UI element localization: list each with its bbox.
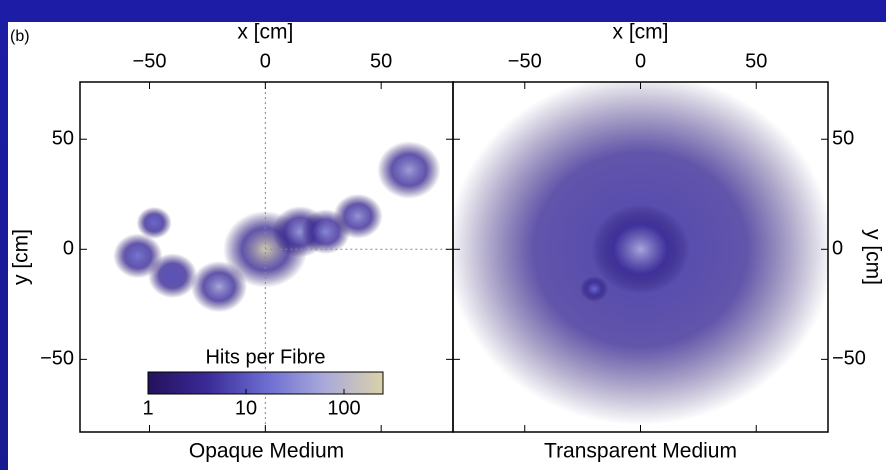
y-axis-label: y [cm] xyxy=(10,229,33,285)
hit-blob xyxy=(136,206,172,239)
hit-blob xyxy=(333,193,383,239)
hit-blob xyxy=(591,204,690,295)
y-tick-label: 50 xyxy=(832,128,854,150)
panel-caption: Transparent Medium xyxy=(544,440,737,463)
colorbar-tick-label: 1 xyxy=(142,397,153,419)
x-axis-label: x [cm] xyxy=(613,21,669,44)
x-tick-label: 0 xyxy=(260,50,271,72)
x-tick-label: 50 xyxy=(745,50,767,72)
colorbar-tick-label: 100 xyxy=(327,397,360,419)
colorbar xyxy=(147,371,384,395)
y-tick-label: 0 xyxy=(63,238,74,260)
plot-area xyxy=(453,82,828,426)
x-tick-label: −50 xyxy=(508,50,542,72)
x-axis-label: x [cm] xyxy=(237,21,293,44)
panel-label: (b) xyxy=(10,28,30,45)
x-tick-label: 50 xyxy=(370,50,392,72)
y-tick-label: −50 xyxy=(40,348,74,370)
panel-caption: Opaque Medium xyxy=(189,440,344,463)
colorbar-tick-label: 10 xyxy=(235,397,257,419)
x-tick-label: 0 xyxy=(635,50,646,72)
hit-blob xyxy=(580,276,609,302)
y-tick-label: 0 xyxy=(832,238,843,260)
hit-blob xyxy=(377,141,441,199)
y-axis-label: y [cm] xyxy=(861,229,884,285)
hit-blob xyxy=(148,253,198,299)
y-tick-label: 50 xyxy=(52,128,74,150)
colorbar-label: Hits per Fibre xyxy=(205,346,325,368)
x-tick-label: −50 xyxy=(133,50,167,72)
y-tick-label: −50 xyxy=(832,348,866,370)
